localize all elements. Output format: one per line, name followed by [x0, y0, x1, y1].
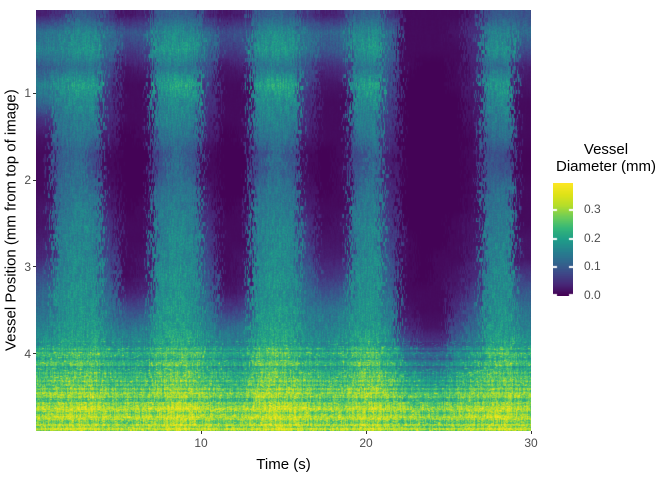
- y-tick-label: 2: [24, 173, 31, 188]
- x-axis-title: Time (s): [256, 456, 311, 473]
- y-tick-mark: [33, 92, 36, 94]
- y-tick-mark: [33, 266, 36, 268]
- x-tick-label: 30: [524, 436, 538, 450]
- y-tick-label: 1: [24, 86, 31, 101]
- y-axis-title: Vessel Position (mm from top of image): [2, 89, 20, 352]
- colorbar-tick-label: 0.2: [584, 230, 601, 245]
- colorbar-tick-label: 0.0: [584, 288, 601, 302]
- x-tick-label: 10: [194, 436, 208, 450]
- y-tick-mark: [33, 179, 36, 181]
- legend-title: Vessel Diameter (mm): [540, 141, 672, 175]
- y-tick-mark: [33, 353, 36, 355]
- legend: Vessel Diameter (mm) 0.0 0.1 0.2 0.3: [540, 130, 672, 330]
- colorbar-tick-label: 0.3: [584, 201, 601, 216]
- legend-title-line-1: Vessel: [583, 141, 629, 158]
- x-tick-mark: [200, 431, 202, 434]
- colorbar: [553, 183, 573, 296]
- heatmap-panel: [36, 10, 531, 431]
- x-tick-mark: [365, 431, 367, 434]
- y-tick-label: 4: [24, 346, 31, 361]
- legend-title-line-2: Diameter (mm): [556, 158, 656, 175]
- x-tick-mark: [530, 431, 532, 434]
- y-tick-label: 3: [24, 259, 31, 274]
- colorbar-tick-label: 0.1: [584, 259, 601, 274]
- x-tick-label: 20: [359, 436, 373, 450]
